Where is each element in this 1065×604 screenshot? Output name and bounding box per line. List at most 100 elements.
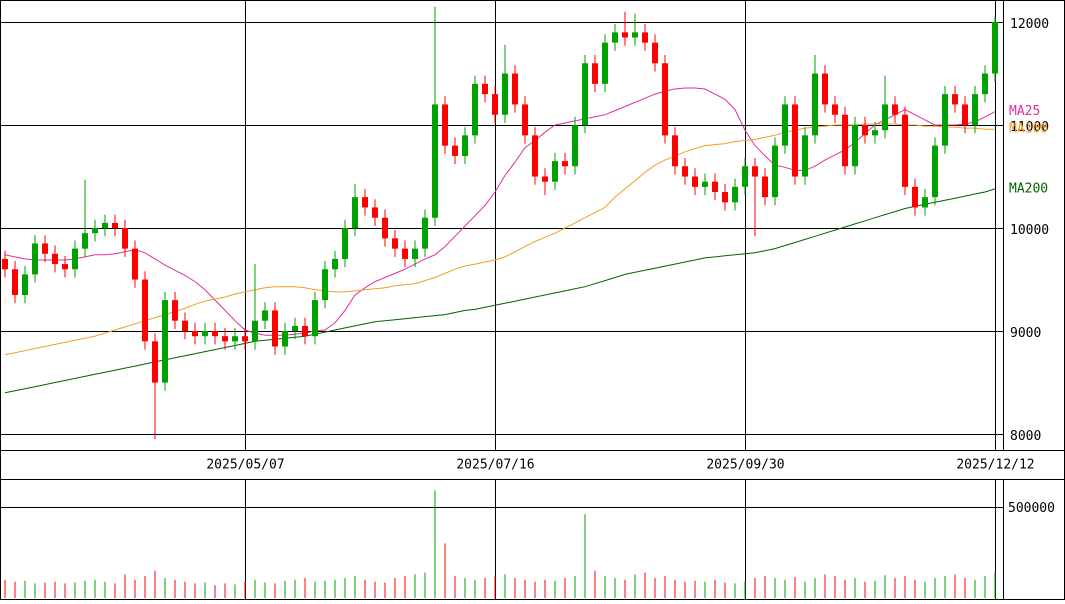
- candle-body: [652, 42, 658, 64]
- candle-body: [172, 300, 178, 321]
- y-tick-label: 12000: [1010, 17, 1049, 32]
- moving-average-line: [4, 87, 996, 336]
- candle-body: [492, 94, 498, 115]
- candle-body: [82, 233, 88, 249]
- y-tick-label: 8000: [1010, 429, 1041, 444]
- candle-body: [912, 186, 918, 208]
- candle-body: [952, 94, 958, 105]
- candle-body: [732, 186, 738, 203]
- candle-body: [662, 63, 668, 136]
- candle-body: [892, 104, 898, 115]
- candle-body: [522, 104, 528, 136]
- candle-body: [32, 243, 38, 275]
- candle-body: [272, 310, 278, 347]
- candle-body: [142, 279, 148, 342]
- candle-body: [672, 135, 678, 167]
- candle-body: [852, 125, 858, 167]
- candle-body: [302, 325, 308, 337]
- candle-body: [582, 63, 588, 126]
- candle-body: [312, 300, 318, 337]
- candle-body: [132, 248, 138, 280]
- candle-body: [992, 22, 998, 74]
- candle-body: [962, 104, 968, 126]
- y-tick-label: 10000: [1010, 223, 1049, 238]
- moving-average-line: [4, 123, 995, 356]
- candle-body: [602, 42, 608, 84]
- candle-body: [222, 336, 228, 342]
- candle-body: [422, 217, 428, 249]
- candle-body: [182, 320, 188, 332]
- candle-body: [412, 248, 418, 259]
- candle-body: [362, 197, 368, 208]
- candle-body: [612, 32, 618, 43]
- candle-body: [192, 331, 198, 337]
- candle-body: [942, 94, 948, 146]
- candle-body: [22, 274, 28, 295]
- y-tick-label: 9000: [1010, 326, 1041, 341]
- candle-body: [792, 104, 798, 177]
- candle-body: [352, 197, 358, 229]
- candle-body: [52, 253, 58, 265]
- candle-body: [242, 336, 248, 342]
- candle-body: [2, 258, 8, 270]
- y-tick-label: 11000: [1010, 120, 1049, 135]
- candle-body: [802, 135, 808, 177]
- candle-body: [262, 310, 268, 321]
- candle-body: [392, 238, 398, 249]
- candle-body: [782, 104, 788, 146]
- candle-body: [682, 166, 688, 177]
- candle-body: [592, 63, 598, 84]
- candle-body: [92, 228, 98, 234]
- candle-body: [922, 197, 928, 208]
- candle-body: [322, 269, 328, 301]
- candle-body: [432, 104, 438, 218]
- candle-body: [472, 83, 478, 136]
- legend-label: MA25: [1009, 104, 1040, 119]
- candle-body: [842, 114, 848, 167]
- candle-body: [122, 228, 128, 249]
- x-tick-label: 2025/09/30: [706, 458, 784, 473]
- candle-body: [772, 145, 778, 198]
- candle-body: [282, 331, 288, 347]
- candle-body: [932, 145, 938, 198]
- candle-body: [332, 258, 338, 270]
- candle-body: [502, 73, 508, 115]
- candle-body: [542, 176, 548, 182]
- candle-body: [712, 181, 718, 192]
- candle-body: [512, 73, 518, 105]
- candle-body: [42, 243, 48, 254]
- candle-body: [342, 228, 348, 259]
- y-tick-label: 500000: [1008, 501, 1055, 516]
- candle-body: [552, 161, 558, 182]
- candle-body: [972, 94, 978, 126]
- legend-label: MA100: [1009, 122, 1048, 137]
- candle-body: [372, 207, 378, 218]
- candle-body: [292, 325, 298, 332]
- candle-body: [12, 269, 18, 295]
- x-tick-label: 2025/07/16: [456, 458, 534, 473]
- candle-body: [622, 32, 628, 38]
- x-tick-label: 2025/12/12: [956, 458, 1034, 473]
- candle-body: [232, 336, 238, 342]
- candle-body: [532, 135, 538, 177]
- candle-body: [632, 32, 638, 38]
- candle-body: [572, 125, 578, 167]
- candle-body: [72, 248, 78, 270]
- candle-body: [252, 320, 258, 342]
- candle-body: [822, 73, 828, 105]
- candle-body: [692, 176, 698, 187]
- candle-body: [382, 217, 388, 239]
- legend-label: MA200: [1009, 181, 1048, 196]
- candle-body: [642, 32, 648, 43]
- candle-body: [882, 104, 888, 131]
- candle-body: [442, 104, 448, 146]
- candle-body: [562, 161, 568, 167]
- candle-body: [742, 166, 748, 187]
- candle-body: [872, 130, 878, 136]
- candle-body: [102, 222, 108, 229]
- candle-body: [902, 114, 908, 187]
- candle-body: [722, 191, 728, 203]
- candle-body: [212, 331, 218, 337]
